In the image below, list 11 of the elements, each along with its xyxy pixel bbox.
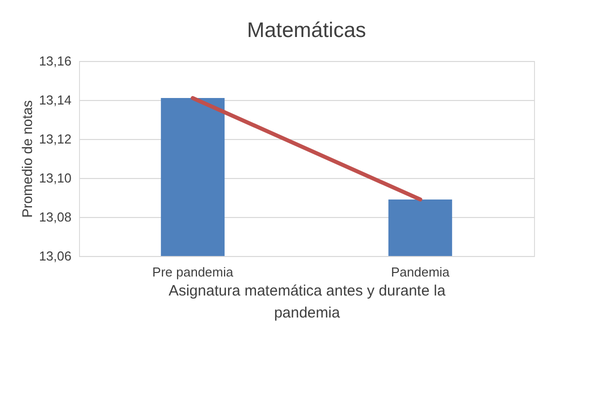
y-tick-label: 13,14 xyxy=(38,92,72,108)
x-tick-label: Pandemia xyxy=(390,264,450,280)
y-tick-label: 13,12 xyxy=(38,132,72,146)
y-tick-label: 13,06 xyxy=(38,248,72,264)
y-tick-label: 13,16 xyxy=(38,54,72,68)
y-tick-label: 13,10 xyxy=(38,170,72,186)
y-tick-label: 13,08 xyxy=(38,210,72,224)
y-axis-title: Promedio de notas xyxy=(18,100,35,218)
x-tick-label: Pre pandemia xyxy=(152,264,234,280)
x-axis-title: Asignatura matemática antes y durante la pandemia xyxy=(168,282,446,322)
chart-title: Matemáticas xyxy=(246,19,366,42)
